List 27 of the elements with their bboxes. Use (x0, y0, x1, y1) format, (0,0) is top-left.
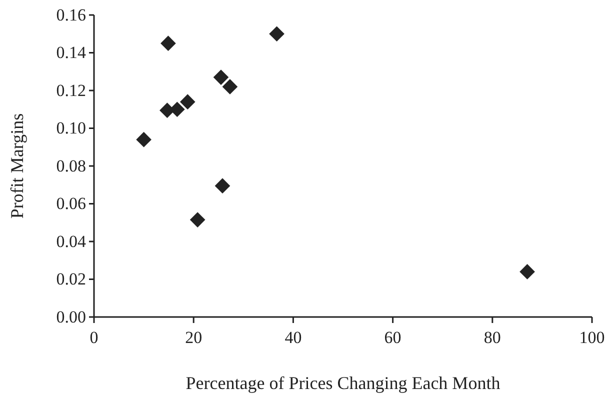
y-tick-label: 0.02 (56, 270, 86, 289)
y-tick-label: 0.12 (56, 80, 86, 100)
point (269, 26, 284, 42)
y-tick-label: 0.16 (56, 5, 86, 24)
y-tick-label: 0.06 (56, 194, 86, 214)
x-tick-label: 80 (484, 328, 501, 347)
y-tick-label: 0.10 (56, 118, 86, 138)
point (520, 264, 535, 280)
y-tick-label: 0.00 (56, 307, 86, 326)
point (213, 70, 229, 85)
point (180, 94, 196, 110)
point (160, 102, 175, 118)
x-tick-label: 0 (90, 328, 98, 347)
y-axis-title: Profit Margins (7, 113, 27, 219)
y-tick-label: 0.08 (56, 156, 86, 176)
point (160, 36, 176, 51)
x-tick-label: 20 (185, 328, 202, 347)
x-tick-label: 40 (284, 328, 302, 347)
x-tick-label: 100 (579, 328, 605, 347)
x-axis-title: Percentage of Prices Changing Each Month (186, 373, 500, 393)
point (136, 132, 152, 148)
point (190, 212, 206, 228)
y-tick-label: 0.04 (56, 232, 86, 251)
point (214, 178, 230, 194)
y-tick-label: 0.14 (56, 43, 86, 62)
point (222, 79, 238, 94)
x-tick-label: 60 (384, 328, 402, 347)
